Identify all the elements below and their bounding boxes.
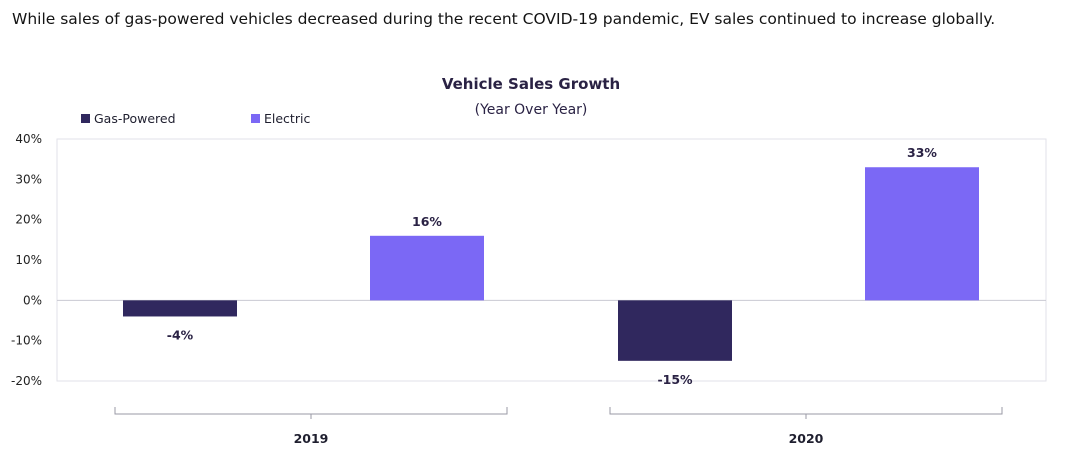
legend-label: Gas-Powered	[94, 111, 176, 126]
x-category-label: 2019	[294, 431, 329, 446]
plot-area-frame	[56, 138, 1047, 382]
bars: -4% -15% 16% 33%	[123, 145, 979, 387]
data-label: -4%	[167, 327, 194, 342]
category-bracket	[609, 407, 1003, 419]
y-tick-label: 20%	[15, 213, 42, 227]
y-tick-label: 40%	[15, 132, 42, 146]
bar-gas-powered-2019	[123, 300, 237, 317]
x-axis: 2019 2020	[114, 407, 1003, 446]
headline: While sales of gas-powered vehicles decr…	[12, 10, 996, 28]
y-tick-label: 10%	[15, 253, 42, 267]
legend-label: Electric	[264, 111, 310, 126]
y-tick-label: 30%	[15, 172, 42, 186]
chart-subtitle: (Year Over Year)	[475, 102, 588, 118]
legend-swatch	[81, 114, 90, 123]
bar-electric-2020	[865, 167, 979, 301]
y-tick-label: -10%	[11, 334, 42, 348]
bar-gas-powered-2020	[618, 300, 732, 361]
data-label: 33%	[907, 145, 937, 160]
y-tick-label: -20%	[11, 374, 42, 388]
bar-electric-2019	[370, 235, 484, 301]
category-bracket	[114, 407, 508, 419]
legend-swatch	[251, 114, 260, 123]
x-category-label: 2020	[789, 431, 824, 446]
chart-title: Vehicle Sales Growth	[442, 75, 620, 93]
data-label: 16%	[412, 214, 442, 229]
y-tick-label: 0%	[23, 293, 42, 307]
data-label: -15%	[657, 372, 693, 387]
legend: Gas-Powered Electric	[81, 111, 310, 126]
